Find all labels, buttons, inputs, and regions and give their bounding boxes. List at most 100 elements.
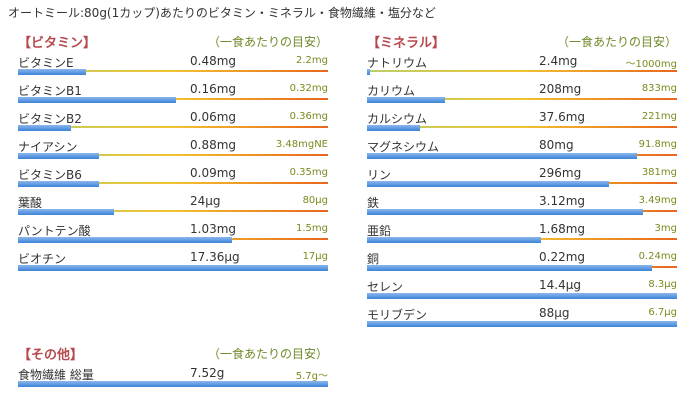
nutrient-name: 食物繊維 総量: [18, 368, 94, 382]
nutrient-amount: 0.22mg: [539, 250, 586, 264]
percent-bar: [18, 153, 99, 159]
nutrient-name: ビタミンB6: [18, 168, 82, 182]
nutrient-name: カリウム: [367, 84, 416, 98]
nutrient-amount: 3.12mg: [539, 194, 586, 208]
nutrient-reference: 1.5mg: [296, 223, 328, 234]
nutrient-row: 銅 0.22mg 0.24mg: [367, 250, 677, 278]
nutrient-name: マグネシウム: [367, 140, 440, 154]
nutrient-reference: 833mg: [641, 83, 677, 94]
nutrient-reference: 2.2mg: [296, 55, 328, 66]
percent-bar: [18, 381, 328, 387]
reference-line: [18, 126, 328, 128]
nutrient-row: 鉄 3.12mg 3.49mg: [367, 194, 677, 222]
nutrient-row: ビタミンE 0.48mg 2.2mg: [18, 54, 328, 82]
nutrient-row: 食物繊維 総量 7.52g 5.7g～: [18, 366, 328, 394]
percent-bar: [367, 69, 371, 75]
nutrient-name: ビオチン: [18, 252, 67, 266]
section-note: （一食あたりの目安）: [556, 35, 677, 49]
nutrient-row: カルシウム 37.6mg 221mg: [367, 110, 677, 138]
percent-bar: [18, 69, 87, 75]
nutrient-reference: 3.49mg: [638, 195, 677, 206]
nutrient-row: ナトリウム 2.4mg ～1000mg: [367, 54, 677, 82]
nutrient-amount: 14.4μg: [539, 278, 581, 292]
nutrient-row: パントテン酸 1.03mg 1.5mg: [18, 222, 328, 250]
nutrient-row: 亜鉛 1.68mg 3mg: [367, 222, 677, 250]
nutrient-reference: 8.3μg: [648, 279, 677, 290]
nutrient-reference: 381mg: [641, 167, 677, 178]
nutrient-name: リン: [367, 168, 392, 182]
nutrient-amount: 0.16mg: [190, 82, 237, 96]
nutrient-name: モリブデン: [367, 308, 428, 322]
section-note: （一食あたりの目安）: [207, 347, 328, 361]
nutrient-row: 葉酸 24μg 80μg: [18, 194, 328, 222]
nutrient-reference: 0.32mg: [289, 83, 328, 94]
nutrient-amount: 17.36μg: [190, 250, 240, 264]
nutrient-row: セレン 14.4μg 8.3μg: [367, 278, 677, 306]
percent-bar: [367, 293, 677, 299]
nutrient-name: ビタミンB2: [18, 112, 82, 126]
nutrient-amount: 296mg: [539, 166, 582, 180]
percent-bar: [367, 321, 677, 327]
percent-bar: [18, 209, 115, 215]
nutrient-reference: 3mg: [654, 223, 677, 234]
nutrient-amount: 24μg: [190, 194, 221, 208]
nutrient-reference: 0.35mg: [289, 167, 328, 178]
nutrient-amount: 80mg: [539, 138, 574, 152]
nutrient-row: リン 296mg 381mg: [367, 166, 677, 194]
percent-bar: [367, 265, 653, 271]
nutrient-name: 葉酸: [18, 196, 43, 210]
nutrient-name: ナイアシン: [18, 140, 78, 154]
nutrient-reference: 80μg: [302, 195, 328, 206]
nutrient-reference: 3.48mgNE: [275, 139, 328, 150]
section-title: 【ビタミン】: [18, 36, 97, 51]
nutrient-row: ビタミンB2 0.06mg 0.36mg: [18, 110, 328, 138]
percent-bar: [367, 125, 420, 131]
nutrient-amount: 0.09mg: [190, 166, 237, 180]
nutrient-row: ビタミンB1 0.16mg 0.32mg: [18, 82, 328, 110]
nutrient-amount: 1.68mg: [539, 222, 586, 236]
nutrient-reference: 221mg: [641, 111, 677, 122]
percent-bar: [367, 209, 643, 215]
nutrient-row: モリブデン 88μg 6.7μg: [367, 306, 677, 334]
nutrient-reference: 5.7g～: [295, 371, 328, 382]
section-title: 【ミネラル】: [367, 36, 446, 51]
percent-bar: [367, 237, 541, 243]
nutrient-name: ビタミンE: [18, 56, 74, 70]
nutrient-amount: 0.48mg: [190, 54, 237, 68]
nutrient-amount: 208mg: [539, 82, 582, 96]
reference-line: [18, 70, 328, 72]
section-note: （一食あたりの目安）: [207, 35, 328, 49]
percent-bar: [18, 125, 71, 131]
nutrient-amount: 37.6mg: [539, 110, 586, 124]
nutrient-name: ビタミンB1: [18, 84, 82, 98]
nutrient-amount: 0.88mg: [190, 138, 237, 152]
nutrient-amount: 0.06mg: [190, 110, 237, 124]
reference-line: [18, 182, 328, 184]
nutrient-reference: ～1000mg: [625, 59, 677, 70]
section-title: 【その他】: [18, 348, 84, 363]
reference-line: [367, 70, 677, 72]
nutrient-name: 亜鉛: [367, 224, 392, 238]
percent-bar: [367, 181, 609, 187]
nutrient-row: カリウム 208mg 833mg: [367, 82, 677, 110]
percent-bar: [18, 97, 177, 103]
nutrient-row: ビタミンB6 0.09mg 0.35mg: [18, 166, 328, 194]
percent-bar: [18, 265, 328, 271]
percent-bar: [18, 237, 232, 243]
percent-bar: [367, 153, 637, 159]
nutrient-reference: 17μg: [302, 251, 328, 262]
nutrient-amount: 88μg: [539, 306, 570, 320]
nutrient-row: ナイアシン 0.88mg 3.48mgNE: [18, 138, 328, 166]
nutrient-name: 銅: [367, 252, 380, 266]
nutrient-reference: 91.8mg: [638, 139, 677, 150]
nutrient-name: セレン: [367, 280, 404, 294]
nutrient-name: カルシウム: [367, 112, 428, 126]
reference-line: [18, 210, 328, 212]
reference-line: [367, 98, 677, 100]
nutrient-reference: 0.24mg: [638, 251, 677, 262]
nutrient-amount: 1.03mg: [190, 222, 237, 236]
nutrient-name: パントテン酸: [18, 224, 91, 238]
nutrient-name: ナトリウム: [367, 56, 428, 70]
nutrient-row: マグネシウム 80mg 91.8mg: [367, 138, 677, 166]
